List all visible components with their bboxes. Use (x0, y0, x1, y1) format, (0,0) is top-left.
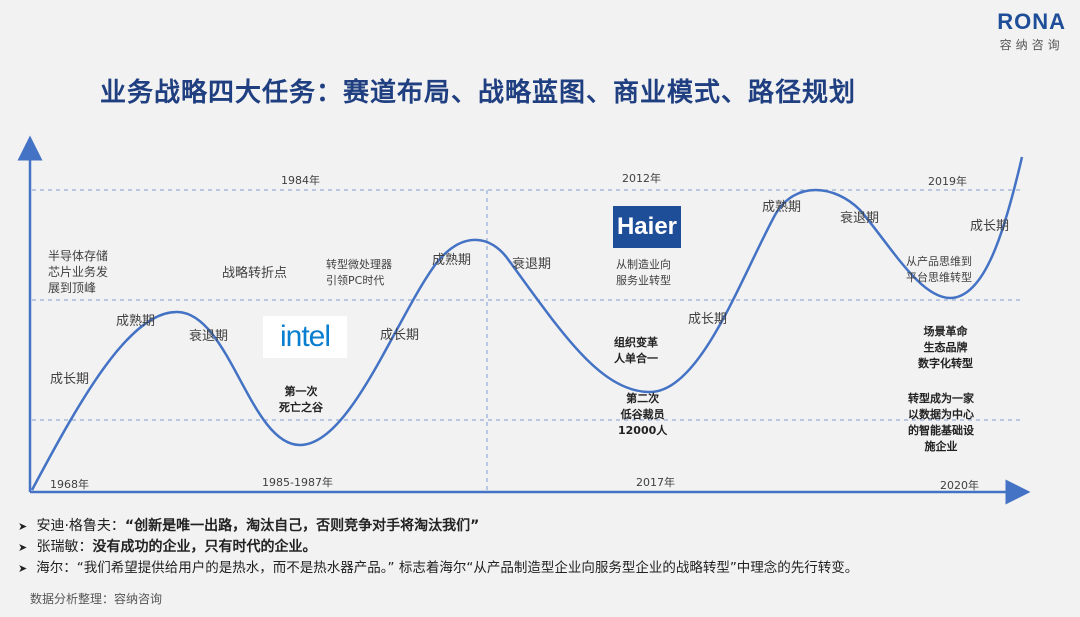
phase-label: 成熟期 (762, 200, 802, 215)
year-2020-label: 2020年 (940, 479, 979, 492)
phase-label: 衰退期 (512, 257, 552, 272)
year-1968-label: 1968年 (50, 478, 89, 491)
logo-subtitle: 容纳咨询 (999, 38, 1064, 52)
phase-label: 衰退期 (840, 211, 880, 226)
note-first-valley: 第一次 死亡之谷 (279, 385, 323, 414)
note-second-layoff: 第二次 低谷裁员 12000人 (618, 392, 668, 437)
phase-label: 成长期 (380, 328, 420, 343)
year-1984-label: 1984年 (281, 174, 320, 187)
bullet-arrow-icon: ➤ (18, 520, 28, 533)
phase-label: 成熟期 (116, 314, 156, 329)
year-2012-label: 2012年 (622, 172, 661, 185)
year-1985-1987-label: 1985-1987年 (262, 476, 333, 489)
year-2017-label: 2017年 (636, 476, 675, 489)
note-microprocessor: 转型微处理器 引领PC时代 (326, 258, 392, 287)
note-haier-service: 从制造业向 服务业转型 (616, 258, 671, 287)
intel-logo: intel (263, 316, 347, 358)
note-memory-peak: 半导体存储 芯片业务发 展到顶峰 (48, 249, 109, 295)
quote-zhang: ➤ 张瑞敏：没有成功的企业，只有时代的企业。 (18, 537, 858, 558)
haier-logo: Haier (613, 206, 681, 248)
lifecycle-curve (30, 156, 1024, 491)
phase-label: 成长期 (50, 372, 90, 387)
phase-label: 成长期 (970, 219, 1010, 234)
phase-label: 成熟期 (432, 253, 472, 268)
note-scene-revolution: 场景革命 生态品牌 数字化转型 (918, 325, 973, 370)
source-note: 数据分析整理：容纳咨询 (30, 592, 163, 606)
note-turning-point: 战略转折点 (222, 266, 288, 281)
note-org-change: 组织变革 人单合一 (614, 336, 658, 365)
quotes-list: ➤ 安迪·格鲁夫：“创新是唯一出路，淘汰自己，否则竞争对手将淘汰我们” ➤ 张瑞… (18, 516, 858, 579)
logo-wordmark: RONA (997, 9, 1066, 34)
company-logo: RONA 容纳咨询 (997, 10, 1066, 53)
phase-label: 衰退期 (189, 329, 229, 344)
bullet-arrow-icon: ➤ (18, 562, 28, 575)
note-data-infrastructure: 转型成为一家 以数据为中心 的智能基础设 施企业 (908, 392, 974, 453)
phase-label: 成长期 (688, 312, 728, 327)
page-title: 业务战略四大任务：赛道布局、战略蓝图、商业模式、路径规划 (100, 78, 857, 108)
quote-grove: ➤ 安迪·格鲁夫：“创新是唯一出路，淘汰自己，否则竞争对手将淘汰我们” (18, 516, 858, 537)
bullet-arrow-icon: ➤ (18, 541, 28, 554)
note-platform-thinking: 从产品思维到 平台思维转型 (906, 255, 972, 284)
quote-haier: ➤ 海尔：“我们希望提供给用户的是热水，而不是热水器产品。” 标志着海尔“从产品… (18, 558, 858, 579)
year-2019-label: 2019年 (928, 175, 967, 188)
